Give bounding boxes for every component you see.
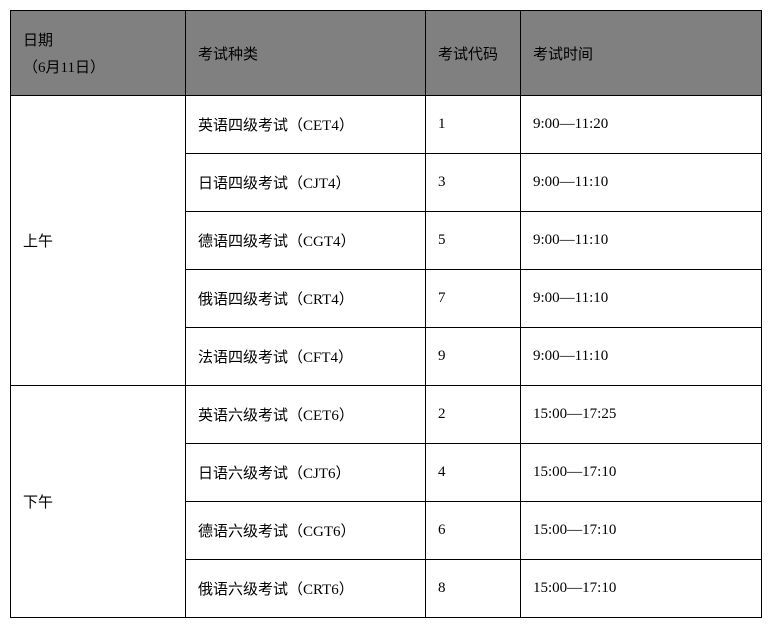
- exam-time-cell: 15:00—17:25: [521, 386, 762, 444]
- exam-code-cell: 8: [426, 560, 521, 618]
- exam-code-cell: 4: [426, 444, 521, 502]
- exam-type-cell: 日语六级考试（CJT6）: [186, 444, 426, 502]
- exam-time-cell: 15:00—17:10: [521, 502, 762, 560]
- table-header-row: 日期 （6月11日） 考试种类 考试代码 考试时间: [11, 11, 762, 96]
- exam-type-cell: 德语六级考试（CGT6）: [186, 502, 426, 560]
- exam-type-cell: 法语四级考试（CFT4）: [186, 328, 426, 386]
- exam-code-cell: 9: [426, 328, 521, 386]
- header-code: 考试代码: [426, 11, 521, 96]
- header-date-line2: （6月11日）: [23, 56, 173, 77]
- header-type: 考试种类: [186, 11, 426, 96]
- exam-code-cell: 3: [426, 154, 521, 212]
- exam-time-cell: 9:00—11:10: [521, 154, 762, 212]
- header-date: 日期 （6月11日）: [11, 11, 186, 96]
- exam-type-cell: 英语四级考试（CET4）: [186, 96, 426, 154]
- exam-type-cell: 俄语四级考试（CRT4）: [186, 270, 426, 328]
- exam-code-cell: 5: [426, 212, 521, 270]
- exam-type-cell: 英语六级考试（CET6）: [186, 386, 426, 444]
- session-label-cell: 上午: [11, 96, 186, 386]
- header-time: 考试时间: [521, 11, 762, 96]
- table-body: 上午 英语四级考试（CET4） 1 9:00—11:20 日语四级考试（CJT4…: [11, 96, 762, 618]
- exam-schedule-table: 日期 （6月11日） 考试种类 考试代码 考试时间 上午 英语四级考试（CET4…: [10, 10, 762, 618]
- table-row: 上午 英语四级考试（CET4） 1 9:00—11:20: [11, 96, 762, 154]
- exam-time-cell: 9:00—11:10: [521, 212, 762, 270]
- exam-code-cell: 7: [426, 270, 521, 328]
- table-row: 下午 英语六级考试（CET6） 2 15:00—17:25: [11, 386, 762, 444]
- exam-code-cell: 6: [426, 502, 521, 560]
- exam-type-cell: 俄语六级考试（CRT6）: [186, 560, 426, 618]
- exam-time-cell: 15:00—17:10: [521, 560, 762, 618]
- exam-time-cell: 9:00—11:10: [521, 270, 762, 328]
- exam-type-cell: 日语四级考试（CJT4）: [186, 154, 426, 212]
- exam-time-cell: 9:00—11:20: [521, 96, 762, 154]
- exam-code-cell: 2: [426, 386, 521, 444]
- exam-code-cell: 1: [426, 96, 521, 154]
- exam-time-cell: 15:00—17:10: [521, 444, 762, 502]
- exam-type-cell: 德语四级考试（CGT4）: [186, 212, 426, 270]
- exam-time-cell: 9:00—11:10: [521, 328, 762, 386]
- header-date-line1: 日期: [23, 29, 173, 50]
